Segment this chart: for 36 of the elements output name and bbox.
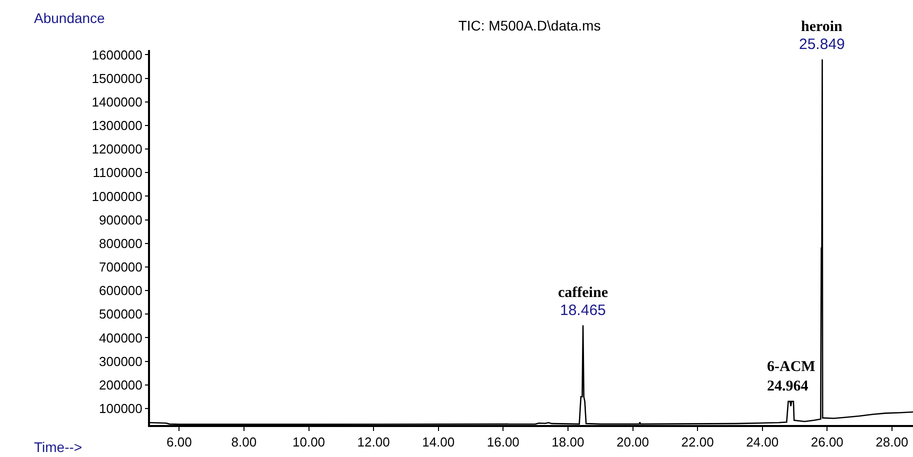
y-tick-label: 1100000	[92, 165, 142, 180]
y-tick-label: 600000	[99, 283, 142, 298]
y-tick-label: 800000	[99, 236, 142, 251]
x-tick-label: 16.00	[486, 434, 520, 450]
x-tick-label: 14.00	[422, 434, 455, 450]
y-tick-label: 200000	[99, 377, 142, 392]
y-tick-label: 700000	[99, 260, 142, 275]
x-tick-label: 10.00	[292, 434, 326, 450]
y-tick-label: 1600000	[92, 47, 142, 62]
annotation: heroin	[801, 19, 844, 35]
y-tick-label: 1400000	[92, 94, 142, 110]
x-tick-label: 18.00	[552, 434, 584, 450]
y-axis-title: Abundance	[34, 10, 106, 26]
x-tick-label: 20.00	[616, 434, 650, 450]
x-tick-label: 12.00	[357, 434, 390, 450]
y-tick-label: 100000	[99, 401, 142, 416]
annotation: 18.465	[560, 302, 606, 319]
chart-title: TIC: M500A.D\data.ms	[458, 17, 601, 34]
y-tick-label: 1000000	[92, 188, 142, 204]
annotation: caffeine	[558, 285, 608, 301]
annotation: 25.849	[799, 36, 845, 53]
y-tick-label: 1200000	[92, 142, 142, 157]
x-tick-label: 8.00	[231, 434, 257, 450]
y-tick-label: 500000	[99, 306, 142, 322]
x-tick-label: 22.00	[681, 434, 714, 450]
x-tick-label: 26.00	[810, 434, 844, 450]
y-tick-label: 300000	[99, 354, 142, 369]
y-tick-label: 1300000	[92, 118, 142, 134]
x-tick-label: 24.00	[746, 434, 779, 450]
x-tick-label: 6.00	[166, 434, 192, 450]
y-tick-label: 400000	[99, 330, 142, 346]
x-axis-title: Time-->	[34, 439, 82, 455]
annotation: 6-ACM 24.964	[767, 359, 816, 394]
y-tick-label: 900000	[99, 212, 142, 228]
x-tick-label: 28.00	[876, 434, 908, 450]
y-tick-label: 1500000	[92, 70, 142, 86]
